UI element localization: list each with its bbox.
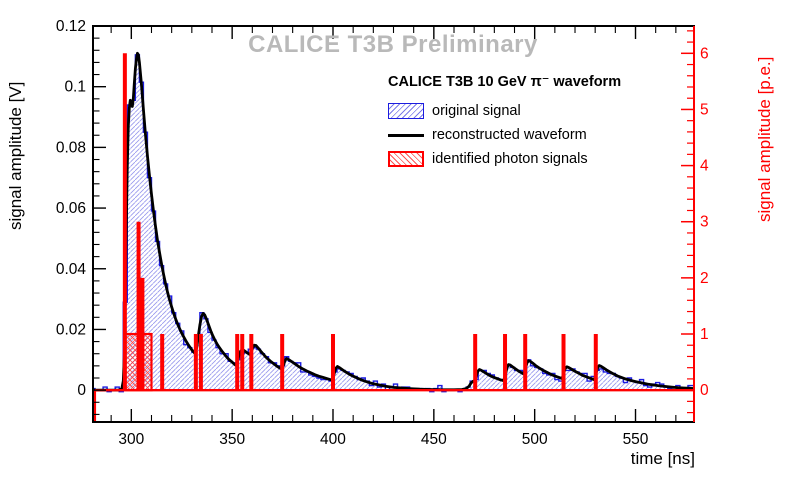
y-left-tick-label: 0.08 [56, 139, 86, 156]
y-right-tick-label: 0 [700, 382, 709, 399]
y-left-tick-label: 0 [77, 382, 86, 399]
photon-signals-histogram [93, 53, 694, 422]
x-axis-title: time [ns] [630, 449, 695, 468]
legend-header: CALICE T3B 10 GeV π⁻ waveform [388, 74, 622, 90]
left-axis-title: signal amplitude [V] [6, 81, 25, 230]
red-hatch-swatch [388, 151, 424, 167]
legend: CALICE T3B 10 GeV π⁻ waveform original s… [388, 74, 678, 171]
x-tick-label: 350 [219, 431, 245, 448]
legend-item-label: original signal [432, 103, 521, 119]
blue-hatch-swatch [388, 103, 424, 119]
legend-item-original-signal: original signal [388, 99, 678, 123]
right-axis-title: signal amplitude [p.e.] [755, 56, 774, 222]
original-signal-fill [93, 54, 694, 392]
y-left-tick-label: 0.06 [56, 200, 86, 217]
black-line-swatch [388, 127, 424, 143]
y-left-tick-label: 0.02 [56, 321, 86, 338]
x-tick-label: 550 [623, 431, 649, 448]
watermark-title: CALICE T3B Preliminary [248, 31, 538, 58]
x-tick-label: 300 [118, 431, 144, 448]
legend-item-label: identified photon signals [432, 151, 588, 167]
legend-item-label: reconstructed waveform [432, 127, 587, 143]
y-right-tick-label: 2 [700, 270, 709, 287]
legend-item-reconstructed-waveform: reconstructed waveform [388, 123, 678, 147]
y-right-tick-label: 1 [700, 326, 709, 343]
y-left-tick-label: 0.1 [64, 79, 86, 96]
legend-item-identified-photon-signals: identified photon signals [388, 147, 678, 171]
y-left-tick-label: 0.04 [56, 261, 87, 278]
y-left-tick-label: 0.12 [56, 18, 86, 35]
x-tick-label: 400 [320, 431, 346, 448]
axis-ticks-and-labels: 300 350 400 450 500 55000.020.040.060.080.10.… [56, 18, 709, 448]
x-tick-label: 450 [421, 431, 447, 448]
y-right-tick-label: 6 [700, 45, 709, 62]
y-right-tick-label: 5 [700, 101, 709, 118]
y-right-tick-label: 4 [700, 158, 709, 175]
x-tick-label: 500 [522, 431, 548, 448]
y-right-tick-label: 3 [700, 214, 709, 231]
